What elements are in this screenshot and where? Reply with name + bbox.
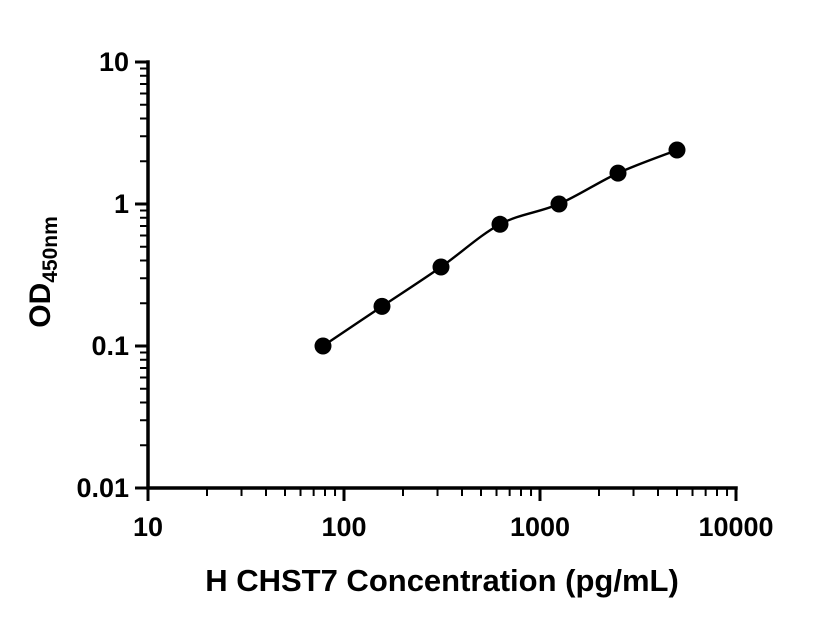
y-tick-label: 1 xyxy=(114,189,129,219)
tick-label-layer: 10 100 1000 10000 10 1 0.1 0.01 xyxy=(76,47,773,542)
series-layer xyxy=(314,141,686,355)
x-tick-label: 10000 xyxy=(698,512,773,542)
y-tick-label: 10 xyxy=(99,47,129,77)
x-tick-label: 100 xyxy=(321,512,366,542)
x-axis-title: H CHST7 Concentration (pg/mL) xyxy=(205,563,679,598)
fit-curve xyxy=(322,148,678,347)
data-point xyxy=(314,337,332,355)
y-tick-label: 0.01 xyxy=(76,473,129,503)
data-point xyxy=(668,141,686,159)
tick-layer xyxy=(135,60,738,501)
y-tick-label: 0.1 xyxy=(91,331,129,361)
data-point xyxy=(432,258,450,276)
y-axis-title-main: OD xyxy=(24,283,57,328)
x-tick-label: 10 xyxy=(133,512,163,542)
data-point xyxy=(609,164,627,182)
data-point xyxy=(373,297,391,315)
y-axis-title-subscript: 450nm xyxy=(39,216,62,283)
data-point xyxy=(550,195,568,213)
y-axis-title: OD450nm xyxy=(24,216,62,328)
data-point xyxy=(491,215,509,233)
x-tick-label: 1000 xyxy=(510,512,570,542)
